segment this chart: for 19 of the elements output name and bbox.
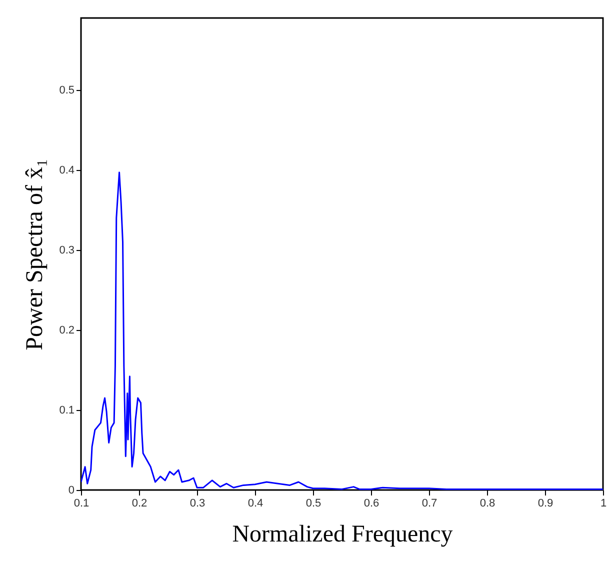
- y-axis-title: Power Spectra of x̂₁: [22, 158, 48, 350]
- x-tick-label: 0.1: [74, 498, 90, 510]
- x-tick-label: 0.8: [480, 498, 496, 510]
- x-tick-label: 0.4: [248, 498, 264, 510]
- y-tick-label: 0: [68, 484, 74, 496]
- y-tick-label: 0.3: [59, 244, 74, 256]
- y-tick-label: 0.1: [59, 404, 74, 416]
- x-tick-label: 0.9: [538, 498, 554, 510]
- x-tick-label: 0.7: [422, 498, 438, 510]
- x-axis-title: Normalized Frequency: [232, 522, 453, 548]
- x-tick-label: 0.5: [306, 498, 322, 510]
- y-tick-label: 0.4: [59, 164, 74, 176]
- x-tick-label: 0.2: [132, 498, 148, 510]
- x-tick-label: 0.6: [364, 498, 380, 510]
- y-tick-label: 0.5: [59, 84, 74, 96]
- x-tick-label: 0.3: [190, 498, 206, 510]
- y-tick-label: 0.2: [59, 324, 74, 336]
- x-tick-label: 1: [600, 498, 607, 510]
- line-series: [81, 172, 603, 490]
